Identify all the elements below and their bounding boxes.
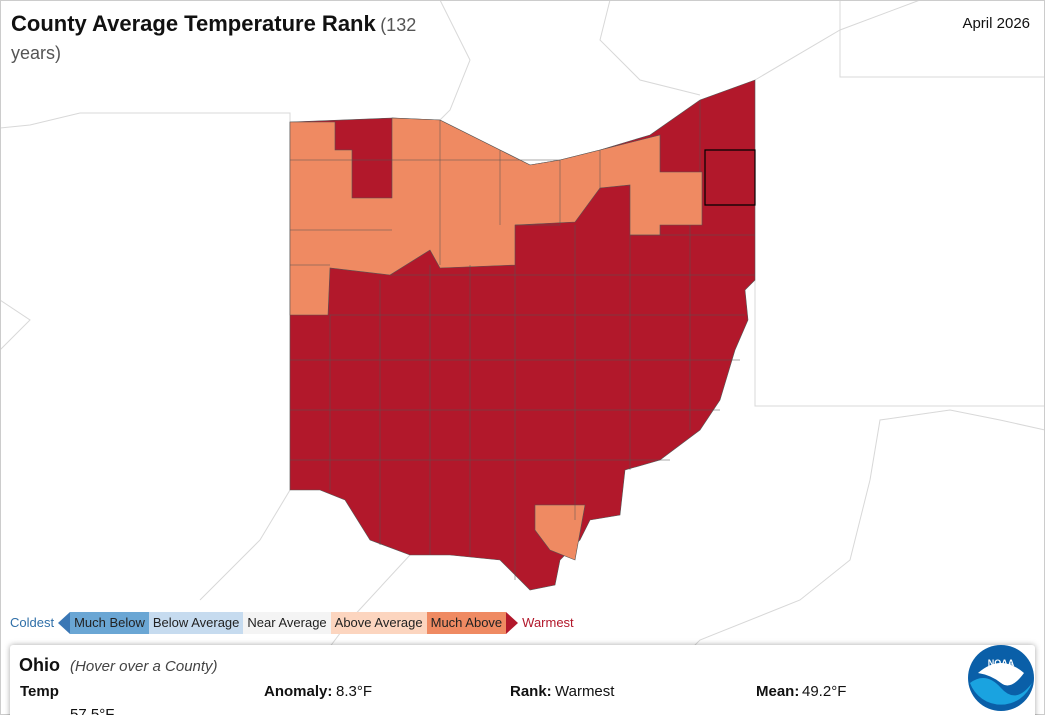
subtitle: (132 years)	[11, 15, 417, 63]
legend-end: Warmest	[522, 615, 574, 630]
anomaly-value: 8.3°F	[336, 683, 373, 700]
ohio-counties	[289, 79, 756, 591]
logo-wave	[970, 678, 1032, 705]
county-highlight	[704, 149, 756, 206]
anomaly-label: Anomaly:	[264, 683, 333, 700]
legend: Coldest Much Below Below Average Near Av…	[10, 612, 578, 634]
hint: (Hover over a County)	[70, 658, 218, 675]
legend-arrow	[506, 612, 519, 634]
legend-start: Coldest	[10, 615, 55, 630]
county-region	[289, 79, 756, 591]
legend-item: Above Average	[330, 612, 427, 634]
legend-item: Near Average	[243, 612, 331, 634]
legend-item: Below Average	[148, 612, 244, 634]
region-name: Ohio	[19, 655, 60, 675]
county-region	[534, 504, 586, 561]
legend-item: Much Above	[426, 612, 507, 634]
title: County Average Temperature Rank	[11, 11, 376, 36]
rank-value: Warmest	[555, 683, 615, 700]
date: April 2026	[962, 15, 1030, 32]
temp-label: Temp	[20, 683, 59, 700]
county-lines	[290, 100, 755, 580]
logo-text: NOAA	[988, 658, 1015, 668]
temp-value: 57.5°F	[70, 706, 115, 715]
legend-arrow	[58, 612, 71, 634]
legend-item: Much Below	[70, 612, 149, 634]
logo-bird	[978, 663, 1024, 686]
mean-value: 49.2°F	[802, 683, 847, 700]
county-region	[289, 117, 703, 316]
title-block: County Average Temperature Rank (132 yea…	[11, 10, 471, 68]
info-panel: Ohio (Hover over a County) Temp 57.5°F A…	[10, 645, 1035, 715]
rank-label: Rank:	[510, 683, 552, 700]
mean-label: Mean:	[756, 683, 800, 700]
noaa-logo: NOAA	[968, 645, 1034, 711]
